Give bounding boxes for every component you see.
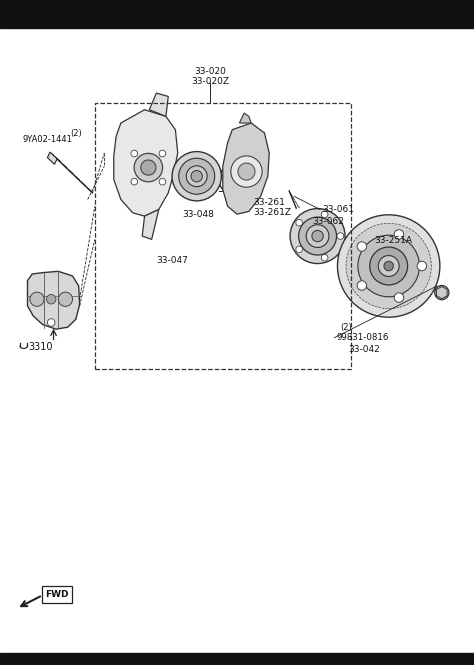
Ellipse shape xyxy=(186,166,207,187)
Ellipse shape xyxy=(357,242,366,251)
Ellipse shape xyxy=(296,219,302,226)
Text: (2): (2) xyxy=(70,128,82,138)
Text: 9YA02-1441: 9YA02-1441 xyxy=(23,135,73,144)
Ellipse shape xyxy=(321,255,328,261)
Ellipse shape xyxy=(337,215,440,317)
Text: (2): (2) xyxy=(340,323,352,332)
Polygon shape xyxy=(239,113,251,123)
Text: 33-251A: 33-251A xyxy=(374,236,412,245)
Ellipse shape xyxy=(370,247,408,285)
Bar xyxy=(47,152,57,164)
Ellipse shape xyxy=(46,295,56,304)
Text: 99831-0816: 99831-0816 xyxy=(337,333,389,342)
Polygon shape xyxy=(114,110,178,216)
Ellipse shape xyxy=(290,209,345,263)
FancyBboxPatch shape xyxy=(42,586,72,603)
Text: FWD: FWD xyxy=(45,590,69,599)
Text: 33-020Z: 33-020Z xyxy=(191,76,229,86)
Ellipse shape xyxy=(357,281,366,290)
Polygon shape xyxy=(142,209,159,239)
Text: 33-261Z: 33-261Z xyxy=(254,208,292,217)
Ellipse shape xyxy=(159,178,166,185)
Text: 3310: 3310 xyxy=(28,342,53,352)
Ellipse shape xyxy=(134,154,163,182)
Ellipse shape xyxy=(321,211,328,217)
Text: 33-048: 33-048 xyxy=(182,209,214,219)
Polygon shape xyxy=(149,93,168,116)
Ellipse shape xyxy=(231,156,262,188)
Ellipse shape xyxy=(131,178,137,185)
Ellipse shape xyxy=(417,261,427,271)
Ellipse shape xyxy=(394,229,404,239)
Polygon shape xyxy=(437,287,447,299)
Ellipse shape xyxy=(179,158,215,194)
Ellipse shape xyxy=(58,292,73,307)
Ellipse shape xyxy=(337,233,344,239)
Text: 33-020: 33-020 xyxy=(194,66,226,76)
Ellipse shape xyxy=(131,150,137,157)
Bar xyxy=(95,103,351,369)
Polygon shape xyxy=(27,271,80,329)
Ellipse shape xyxy=(394,293,404,303)
Ellipse shape xyxy=(312,230,323,242)
Ellipse shape xyxy=(346,223,431,309)
Text: 33-261: 33-261 xyxy=(254,198,285,207)
Polygon shape xyxy=(223,123,269,214)
Ellipse shape xyxy=(172,152,221,201)
Ellipse shape xyxy=(358,235,419,297)
Ellipse shape xyxy=(378,255,399,277)
Ellipse shape xyxy=(384,261,393,271)
Ellipse shape xyxy=(191,170,202,182)
Ellipse shape xyxy=(30,292,44,307)
Bar xyxy=(0,653,474,665)
Text: 33-062: 33-062 xyxy=(312,217,344,226)
Text: 33-061: 33-061 xyxy=(322,205,355,214)
Text: 33-047: 33-047 xyxy=(156,256,188,265)
Ellipse shape xyxy=(299,217,337,255)
Bar xyxy=(0,0,474,28)
Ellipse shape xyxy=(47,319,55,327)
Ellipse shape xyxy=(306,225,329,247)
Ellipse shape xyxy=(296,246,302,253)
Ellipse shape xyxy=(435,285,449,300)
Ellipse shape xyxy=(238,163,255,180)
Ellipse shape xyxy=(141,160,156,175)
Text: 33-042: 33-042 xyxy=(348,344,380,354)
Ellipse shape xyxy=(159,150,166,157)
